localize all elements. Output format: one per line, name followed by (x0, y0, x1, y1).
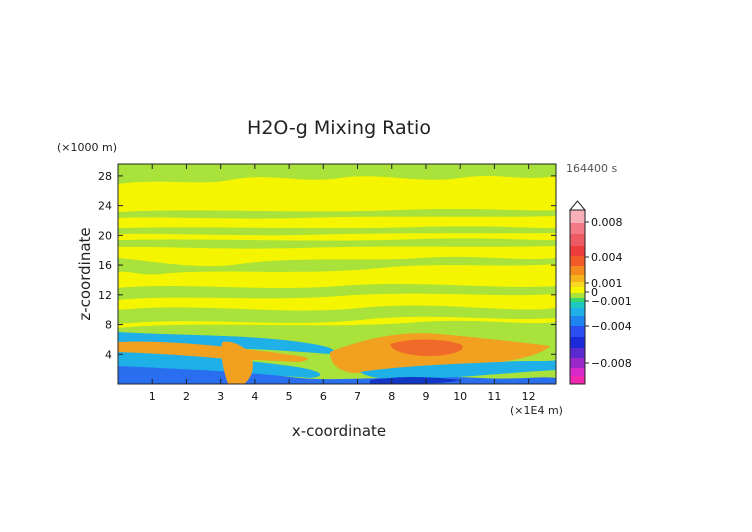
field-deep-blue-core (370, 377, 460, 384)
colorbar-segment (570, 308, 585, 316)
x-tick-label: 9 (422, 390, 429, 403)
x-axis: 1 2 3 4 5 6 7 8 9 10 11 12 (149, 164, 536, 403)
colorbar-segment (570, 210, 585, 223)
x-unit-label: (×1E4 m) (510, 404, 563, 417)
field-right-blue-band (360, 360, 556, 380)
x-tick-label: 4 (251, 390, 258, 403)
colorbar-segment (570, 275, 585, 282)
x-axis-label: x-coordinate (292, 422, 386, 440)
y-tick-label: 24 (98, 200, 112, 213)
heatmap-field (118, 164, 556, 384)
colorbar-segment (570, 246, 585, 256)
colorbar-tick-label: 0.004 (591, 251, 623, 264)
plot-frame (117, 163, 557, 385)
colorbar-segment (570, 256, 585, 266)
field-green-band-13 (118, 284, 556, 300)
y-tick-label: 12 (98, 289, 112, 302)
colorbar-segment (570, 298, 585, 302)
field-green-band-17 (118, 256, 556, 275)
colorbar-tick-label: −0.004 (591, 320, 632, 333)
x-tick-label: 11 (487, 390, 501, 403)
chart-title: H2O-g Mixing Ratio (247, 117, 431, 139)
y-tick-label: 20 (98, 229, 112, 242)
colorbar-segment (570, 337, 585, 348)
colorbar-tick-label: 0 (591, 286, 598, 299)
x-tick-label: 1 (149, 390, 156, 403)
y-tick-label: 8 (105, 319, 112, 332)
colorbar-segment (570, 287, 585, 293)
field-plume-orange (221, 341, 253, 384)
x-tick-label: 3 (217, 390, 224, 403)
colorbar-segment (570, 376, 585, 384)
y-axis: 4 8 12 16 20 24 28 (98, 170, 556, 361)
y-tick-label: 16 (98, 259, 112, 272)
colorbar-segment (570, 302, 585, 308)
colorbar-segment (570, 368, 585, 376)
x-tick-label: 6 (320, 390, 327, 403)
x-tick-label: 12 (522, 390, 536, 403)
colorbar-segment (570, 316, 585, 326)
y-axis-label: z-coordinate (76, 227, 94, 320)
colorbar-tick-label: −0.001 (591, 295, 632, 308)
colorbar-tick-label: 0.001 (591, 277, 623, 290)
field-green-band-19 (118, 238, 556, 249)
field-upper-green-top (118, 164, 556, 184)
colorbar-tick-label: −0.008 (591, 357, 632, 370)
field-green-band-10 (118, 305, 556, 324)
colorbar-tick-label: 0.008 (591, 216, 623, 229)
colorbar-segment (570, 293, 585, 298)
field-green-band-21 (118, 226, 556, 236)
x-tick-label: 10 (453, 390, 467, 403)
colorbar-segment (570, 348, 585, 358)
colorbar-segment (570, 282, 585, 287)
colorbar-extend-arrow (568, 200, 587, 211)
y-unit-label: (×1000 m) (57, 141, 117, 154)
colorbar-segment (570, 223, 585, 234)
colorbar-segment (570, 326, 585, 337)
colorbar-frame (569, 209, 586, 385)
x-tick-label: 2 (183, 390, 190, 403)
colorbar-segment (570, 234, 585, 246)
colorbar-segment (570, 358, 585, 368)
y-tick-label: 4 (105, 348, 112, 361)
field-main-red-core (390, 339, 463, 356)
x-tick-label: 7 (354, 390, 361, 403)
colorbar-segment (570, 266, 585, 275)
x-tick-label: 8 (388, 390, 395, 403)
time-label: 164400 s (566, 162, 617, 175)
x-tick-label: 5 (286, 390, 293, 403)
field-green-band-24 (118, 209, 556, 219)
y-tick-label: 28 (98, 170, 112, 183)
